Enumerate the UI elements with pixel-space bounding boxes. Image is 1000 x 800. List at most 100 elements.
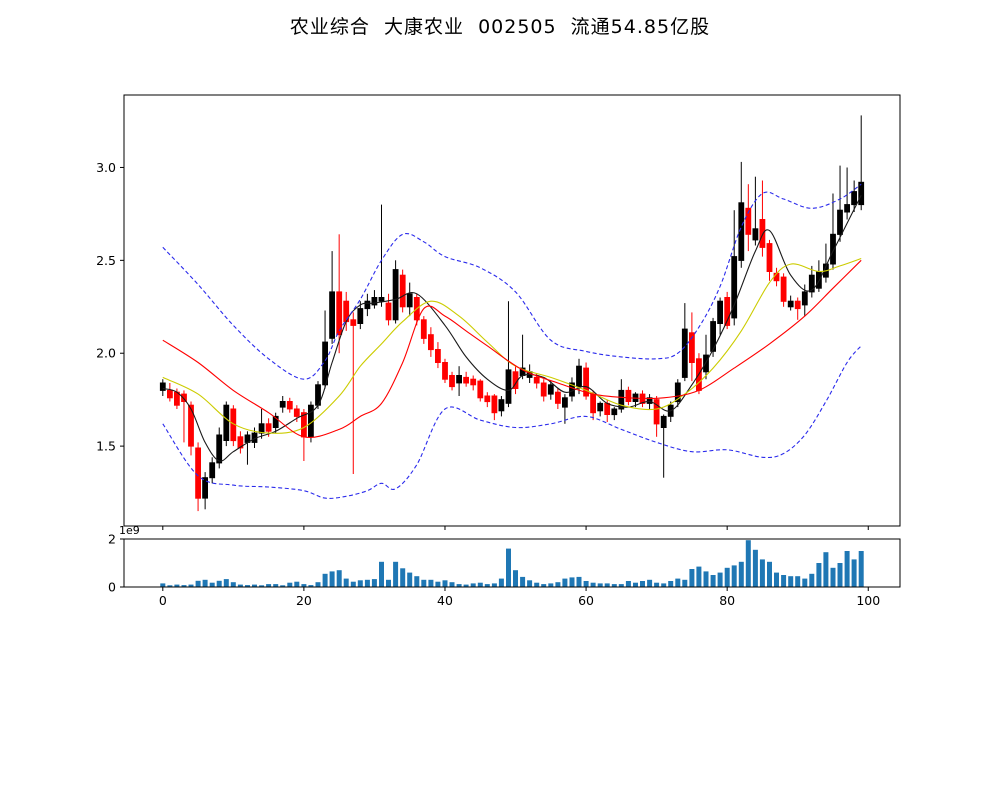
candle-body-up bbox=[837, 209, 843, 235]
candle-body-down bbox=[794, 300, 801, 310]
volume-bar bbox=[195, 580, 201, 587]
volume-bar bbox=[315, 582, 321, 587]
volume-tick-label: 0 bbox=[108, 580, 116, 595]
volume-bar bbox=[273, 584, 279, 587]
volume-bar bbox=[809, 573, 815, 587]
candle-body-up bbox=[392, 269, 399, 321]
volume-bar bbox=[562, 578, 568, 587]
candle-body-down bbox=[780, 276, 787, 302]
x-tick-label: 60 bbox=[578, 593, 594, 608]
volume-bar bbox=[689, 569, 695, 587]
volume-bar bbox=[407, 572, 413, 587]
candle-body-up bbox=[456, 375, 463, 384]
volume-bar bbox=[428, 579, 434, 587]
volume-bar bbox=[569, 577, 575, 587]
volume-bar bbox=[322, 573, 328, 587]
volume-bar bbox=[816, 563, 822, 587]
volume-bar bbox=[259, 585, 265, 587]
volume-bar bbox=[752, 549, 758, 587]
candle-body-up bbox=[406, 293, 413, 308]
volume-bar bbox=[343, 578, 349, 587]
candle-body-up bbox=[505, 369, 512, 404]
volume-bar bbox=[802, 578, 808, 587]
volume-bar bbox=[611, 584, 617, 587]
volume-bar bbox=[484, 584, 490, 587]
volume-bar bbox=[456, 584, 462, 587]
volume-bar bbox=[844, 551, 850, 587]
volume-bar bbox=[167, 585, 173, 587]
volume-bar bbox=[534, 582, 540, 587]
volume-bar bbox=[414, 576, 420, 587]
volume-bar bbox=[731, 565, 737, 587]
volume-bar bbox=[710, 575, 716, 587]
volume-bar bbox=[767, 561, 772, 587]
ma-fast bbox=[162, 195, 862, 462]
candle-body-down bbox=[484, 395, 491, 403]
candle-body-down bbox=[555, 391, 561, 404]
volume-axes-frame bbox=[123, 538, 901, 588]
candle-body-down bbox=[442, 362, 448, 380]
volume-bar bbox=[202, 579, 208, 587]
volume-bar bbox=[604, 583, 610, 587]
candle-body-up bbox=[562, 397, 568, 408]
volume-bar bbox=[830, 567, 836, 587]
volume-bar bbox=[350, 581, 356, 587]
volume-bar bbox=[583, 581, 589, 587]
volume-bar bbox=[188, 584, 194, 587]
volume-bar bbox=[442, 580, 448, 587]
candle-body-up bbox=[547, 384, 554, 395]
volume-bar bbox=[661, 583, 667, 587]
candle-body-down bbox=[188, 404, 194, 447]
volume-bar bbox=[618, 584, 624, 587]
volume-bar bbox=[230, 582, 236, 587]
candle-body-up bbox=[830, 233, 836, 265]
candle-body-down bbox=[181, 393, 187, 403]
volume-bar bbox=[576, 576, 582, 587]
chart-title: 农业综合 大康农业 002505 流通54.85亿股 bbox=[289, 16, 711, 38]
volume-bar bbox=[364, 579, 370, 587]
candle-body-up bbox=[159, 382, 166, 391]
candle-body-down bbox=[237, 436, 244, 449]
candle-body-down bbox=[766, 243, 773, 273]
x-tick-label: 40 bbox=[437, 593, 453, 608]
volume-bar bbox=[357, 580, 363, 587]
candle-body-up bbox=[752, 228, 759, 241]
volume-bar bbox=[647, 579, 653, 587]
volume-bar bbox=[400, 568, 406, 587]
price-axes-frame bbox=[123, 94, 901, 527]
volume-bar bbox=[823, 552, 829, 587]
candle-body-down bbox=[533, 376, 540, 384]
candle-body-down bbox=[385, 302, 392, 321]
candle-body-up bbox=[223, 404, 230, 442]
candle-body-down bbox=[435, 349, 441, 363]
volume-bar bbox=[308, 585, 314, 587]
candle-body-down bbox=[540, 382, 547, 397]
volume-bar bbox=[491, 583, 497, 587]
candle-body-up bbox=[576, 365, 582, 388]
candle-body-up bbox=[681, 328, 688, 378]
volume-bar bbox=[336, 570, 342, 587]
candle-body-up bbox=[611, 408, 618, 416]
volume-bar bbox=[738, 561, 744, 587]
volume-bar bbox=[237, 584, 243, 587]
volume-bar bbox=[520, 576, 526, 587]
candle-body-up bbox=[202, 477, 208, 499]
volume-bar bbox=[379, 561, 384, 587]
candle-body-up bbox=[738, 202, 745, 261]
volume-bar bbox=[724, 567, 730, 587]
volume-bar bbox=[654, 582, 660, 587]
candle-body-down bbox=[293, 408, 300, 417]
volume-bar bbox=[506, 548, 511, 587]
price-tick-label: 2.0 bbox=[96, 346, 116, 361]
volume-bar bbox=[435, 581, 441, 587]
candle-body-down bbox=[470, 378, 477, 386]
candle-body-down bbox=[350, 319, 357, 326]
volume-bar bbox=[774, 572, 779, 587]
volume-bar bbox=[477, 582, 483, 587]
volume-bar bbox=[294, 581, 300, 587]
candle-body-up bbox=[364, 300, 371, 310]
volume-bar bbox=[513, 570, 518, 587]
volume-bar bbox=[837, 563, 843, 587]
candle-body-up bbox=[717, 300, 724, 325]
